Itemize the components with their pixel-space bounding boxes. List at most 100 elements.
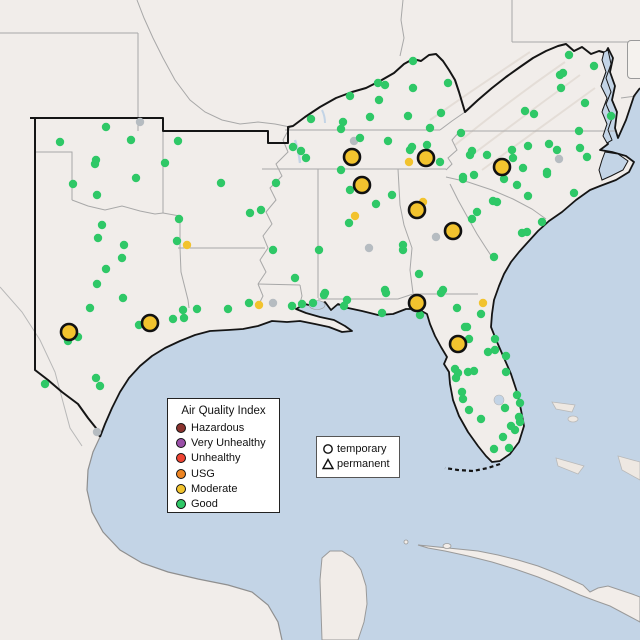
monitor-moderate-temporary[interactable] — [416, 148, 436, 168]
monitor-good[interactable] — [518, 163, 528, 173]
monitor-good[interactable] — [558, 68, 568, 78]
monitor-no-data[interactable] — [554, 154, 564, 164]
monitor-good[interactable] — [174, 214, 184, 224]
monitor-good[interactable] — [564, 50, 574, 60]
monitor-good[interactable] — [462, 322, 472, 332]
monitor-good[interactable] — [512, 390, 522, 400]
monitor-good[interactable] — [90, 159, 100, 169]
monitor-good[interactable] — [179, 313, 189, 323]
monitor-good[interactable] — [498, 432, 508, 442]
monitor-no-data[interactable] — [364, 243, 374, 253]
monitor-good[interactable] — [131, 173, 141, 183]
monitor-good[interactable] — [339, 301, 349, 311]
monitor-good[interactable] — [336, 165, 346, 175]
monitor-good[interactable] — [504, 443, 514, 453]
monitor-good[interactable] — [338, 117, 348, 127]
monitor-good[interactable] — [422, 140, 432, 150]
monitor-good[interactable] — [574, 126, 584, 136]
monitor-good[interactable] — [126, 135, 136, 145]
monitor-good[interactable] — [117, 253, 127, 263]
monitor-good[interactable] — [216, 178, 226, 188]
monitor-good[interactable] — [580, 98, 590, 108]
monitor-good[interactable] — [490, 345, 500, 355]
monitor-good[interactable] — [377, 308, 387, 318]
monitor-good[interactable] — [435, 157, 445, 167]
monitor-good[interactable] — [523, 141, 533, 151]
monitor-good[interactable] — [544, 139, 554, 149]
monitor-good[interactable] — [244, 298, 254, 308]
monitor-good[interactable] — [301, 153, 311, 163]
monitor-good[interactable] — [575, 143, 585, 153]
monitor-no-data[interactable] — [268, 298, 278, 308]
monitor-good[interactable] — [499, 174, 509, 184]
monitor-good[interactable] — [345, 91, 355, 101]
monitor-good[interactable] — [345, 185, 355, 195]
monitor-good[interactable] — [93, 233, 103, 243]
monitor-good[interactable] — [582, 152, 592, 162]
monitor-good[interactable] — [297, 299, 307, 309]
monitor-good[interactable] — [436, 108, 446, 118]
monitor-good[interactable] — [529, 109, 539, 119]
monitor-good[interactable] — [160, 158, 170, 168]
monitor-good[interactable] — [403, 111, 413, 121]
monitor-good[interactable] — [556, 83, 566, 93]
monitor-good[interactable] — [101, 122, 111, 132]
monitor-good[interactable] — [476, 309, 486, 319]
monitor-good[interactable] — [85, 303, 95, 313]
monitor-good[interactable] — [95, 381, 105, 391]
monitor-moderate-temporary[interactable] — [352, 175, 372, 195]
monitor-good[interactable] — [552, 145, 562, 155]
monitor-good[interactable] — [467, 146, 477, 156]
monitor-good[interactable] — [501, 351, 511, 361]
monitor-good[interactable] — [118, 293, 128, 303]
monitor-good[interactable] — [589, 61, 599, 71]
monitor-good[interactable] — [414, 269, 424, 279]
monitor-good[interactable] — [68, 179, 78, 189]
monitor-good[interactable] — [425, 123, 435, 133]
monitor-good[interactable] — [467, 214, 477, 224]
monitor-good[interactable] — [398, 245, 408, 255]
monitor-good[interactable] — [457, 387, 467, 397]
monitor-good[interactable] — [168, 314, 178, 324]
monitor-good[interactable] — [178, 305, 188, 315]
monitor-moderate-temporary[interactable] — [342, 147, 362, 167]
monitor-good[interactable] — [492, 197, 502, 207]
monitor-good[interactable] — [456, 128, 466, 138]
monitor-good[interactable] — [408, 56, 418, 66]
monitor-good[interactable] — [458, 394, 468, 404]
monitor-good[interactable] — [451, 373, 461, 383]
monitor-good[interactable] — [245, 208, 255, 218]
monitor-good[interactable] — [522, 227, 532, 237]
monitor-no-data[interactable] — [431, 232, 441, 242]
monitor-moderate[interactable] — [182, 240, 192, 250]
monitor-good[interactable] — [443, 78, 453, 88]
monitor-good[interactable] — [489, 444, 499, 454]
monitor-good[interactable] — [520, 106, 530, 116]
monitor-good[interactable] — [119, 240, 129, 250]
monitor-good[interactable] — [271, 178, 281, 188]
monitor-good[interactable] — [319, 290, 329, 300]
monitor-good[interactable] — [510, 425, 520, 435]
monitor-good[interactable] — [355, 133, 365, 143]
monitor-good[interactable] — [336, 124, 346, 134]
monitor-good[interactable] — [515, 417, 525, 427]
monitor-good[interactable] — [500, 403, 510, 413]
monitor-good[interactable] — [92, 279, 102, 289]
monitor-good[interactable] — [91, 373, 101, 383]
monitor-good[interactable] — [464, 405, 474, 415]
monitor-good[interactable] — [344, 218, 354, 228]
monitor-good[interactable] — [469, 366, 479, 376]
monitor-moderate-temporary[interactable] — [443, 221, 463, 241]
monitor-moderate[interactable] — [350, 211, 360, 221]
monitor-good[interactable] — [569, 188, 579, 198]
monitor-moderate[interactable] — [254, 300, 264, 310]
monitor-good[interactable] — [469, 170, 479, 180]
monitor-good[interactable] — [537, 217, 547, 227]
monitor-good[interactable] — [407, 142, 417, 152]
monitor-good[interactable] — [365, 112, 375, 122]
monitor-no-data[interactable] — [92, 427, 102, 437]
monitor-good[interactable] — [374, 95, 384, 105]
monitor-good[interactable] — [55, 137, 65, 147]
monitor-good[interactable] — [101, 264, 111, 274]
